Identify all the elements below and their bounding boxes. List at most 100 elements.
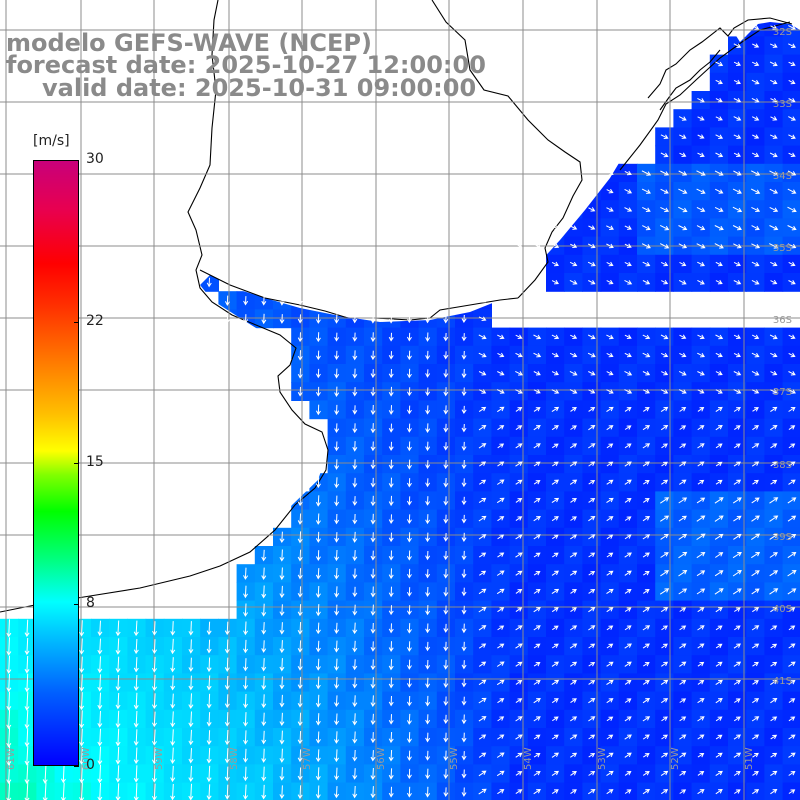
wind-arrow bbox=[715, 716, 723, 722]
wind-arrow bbox=[697, 425, 705, 431]
wind-arrow bbox=[425, 677, 431, 689]
wind-arrow bbox=[478, 679, 487, 686]
wind-arrow bbox=[679, 625, 687, 631]
wind-arrow bbox=[642, 280, 651, 285]
wind-arrow bbox=[733, 61, 741, 66]
wind-arrow bbox=[406, 496, 412, 506]
wind-arrow bbox=[334, 495, 340, 507]
wind-arrow bbox=[569, 279, 578, 285]
wind-arrow bbox=[588, 625, 596, 631]
wind-arrow bbox=[732, 570, 742, 577]
wind-arrow bbox=[588, 207, 596, 212]
wind-arrow bbox=[733, 352, 741, 358]
wind-arrow bbox=[661, 698, 669, 704]
wind-arrow bbox=[551, 479, 559, 485]
wind-arrow bbox=[752, 698, 760, 704]
wind-arrow bbox=[770, 698, 778, 704]
wind-arrow bbox=[206, 730, 212, 745]
wind-arrow bbox=[697, 407, 705, 412]
wind-arrow bbox=[770, 643, 778, 649]
valid-date: valid date: 2025-10-31 09:00:00 bbox=[42, 74, 477, 102]
wind-arrow bbox=[660, 497, 670, 504]
wind-arrow bbox=[388, 714, 394, 725]
wind-arrow bbox=[388, 623, 394, 634]
wind-arrow bbox=[461, 550, 467, 561]
wind-arrow bbox=[479, 479, 487, 485]
wind-arrow bbox=[752, 425, 759, 431]
wind-arrow bbox=[42, 782, 48, 800]
wind-arrow bbox=[551, 643, 559, 649]
wind-arrow bbox=[406, 332, 412, 342]
wind-arrow bbox=[515, 552, 523, 558]
wind-arrow bbox=[751, 225, 760, 231]
wind-arrow bbox=[297, 332, 303, 343]
wind-arrow bbox=[751, 152, 760, 158]
lon-label: 51W bbox=[744, 747, 755, 770]
wind-arrow bbox=[388, 477, 394, 488]
wind-arrow bbox=[715, 116, 723, 121]
wind-arrow bbox=[679, 752, 687, 758]
wind-arrow bbox=[551, 497, 560, 504]
wind-arrow bbox=[696, 515, 706, 522]
wind-arrow bbox=[461, 641, 467, 652]
wind-arrow bbox=[715, 770, 723, 777]
wind-arrow bbox=[588, 552, 596, 558]
wind-arrow bbox=[497, 643, 505, 649]
wind-arrow bbox=[206, 747, 212, 764]
wind-arrow bbox=[769, 515, 779, 522]
wind-arrow bbox=[315, 676, 321, 690]
wind-arrow bbox=[370, 532, 376, 543]
wind-arrow bbox=[6, 763, 12, 784]
wind-arrow bbox=[370, 369, 376, 379]
wind-arrow bbox=[733, 533, 742, 540]
wind-arrow bbox=[788, 61, 796, 67]
wind-arrow bbox=[714, 243, 724, 249]
wind-arrow bbox=[261, 313, 267, 325]
wind-arrow bbox=[352, 314, 358, 324]
colorbar-tick-label: 0 bbox=[86, 757, 95, 773]
wind-arrow bbox=[660, 515, 670, 522]
wind-arrow bbox=[334, 477, 340, 489]
wind-arrow bbox=[769, 570, 779, 577]
wind-arrow bbox=[496, 497, 505, 504]
wind-arrow bbox=[733, 243, 742, 249]
wind-arrow bbox=[642, 261, 651, 267]
wind-arrow bbox=[352, 550, 358, 562]
wind-arrow bbox=[787, 225, 797, 231]
wind-arrow bbox=[115, 728, 121, 747]
wind-arrow bbox=[788, 406, 796, 412]
wind-arrow bbox=[660, 188, 669, 194]
wind-arrow bbox=[461, 532, 467, 542]
wind-arrow bbox=[660, 570, 670, 577]
wind-arrow bbox=[334, 567, 340, 580]
wind-arrow bbox=[660, 770, 669, 777]
wind-arrow bbox=[733, 79, 741, 85]
wind-arrow bbox=[334, 676, 340, 689]
wind-arrow bbox=[243, 314, 249, 324]
coastline bbox=[0, 0, 793, 613]
lat-label: 32S bbox=[773, 27, 792, 38]
wind-arrow bbox=[461, 350, 467, 360]
wind-arrow bbox=[425, 586, 431, 597]
wind-arrow bbox=[643, 479, 650, 485]
wind-arrow bbox=[643, 752, 650, 758]
wind-arrow bbox=[788, 152, 796, 157]
wind-arrow bbox=[624, 570, 632, 576]
wind-arrow bbox=[769, 334, 778, 340]
wind-arrow bbox=[697, 789, 705, 795]
wind-arrow bbox=[315, 585, 321, 598]
wind-arrow bbox=[606, 279, 614, 285]
wind-arrow bbox=[443, 532, 449, 542]
wind-arrow bbox=[370, 659, 376, 671]
wind-arrow bbox=[297, 513, 303, 525]
wind-arrow bbox=[769, 188, 779, 194]
wind-arrow bbox=[643, 407, 650, 412]
wind-arrow bbox=[443, 714, 449, 724]
wind-arrow bbox=[679, 443, 687, 449]
wind-arrow bbox=[588, 225, 596, 230]
wind-arrow bbox=[606, 188, 614, 194]
wind-arrow bbox=[478, 661, 487, 667]
wind-arrow bbox=[443, 641, 449, 652]
wind-arrow bbox=[6, 709, 12, 730]
wind-arrow bbox=[279, 748, 285, 763]
